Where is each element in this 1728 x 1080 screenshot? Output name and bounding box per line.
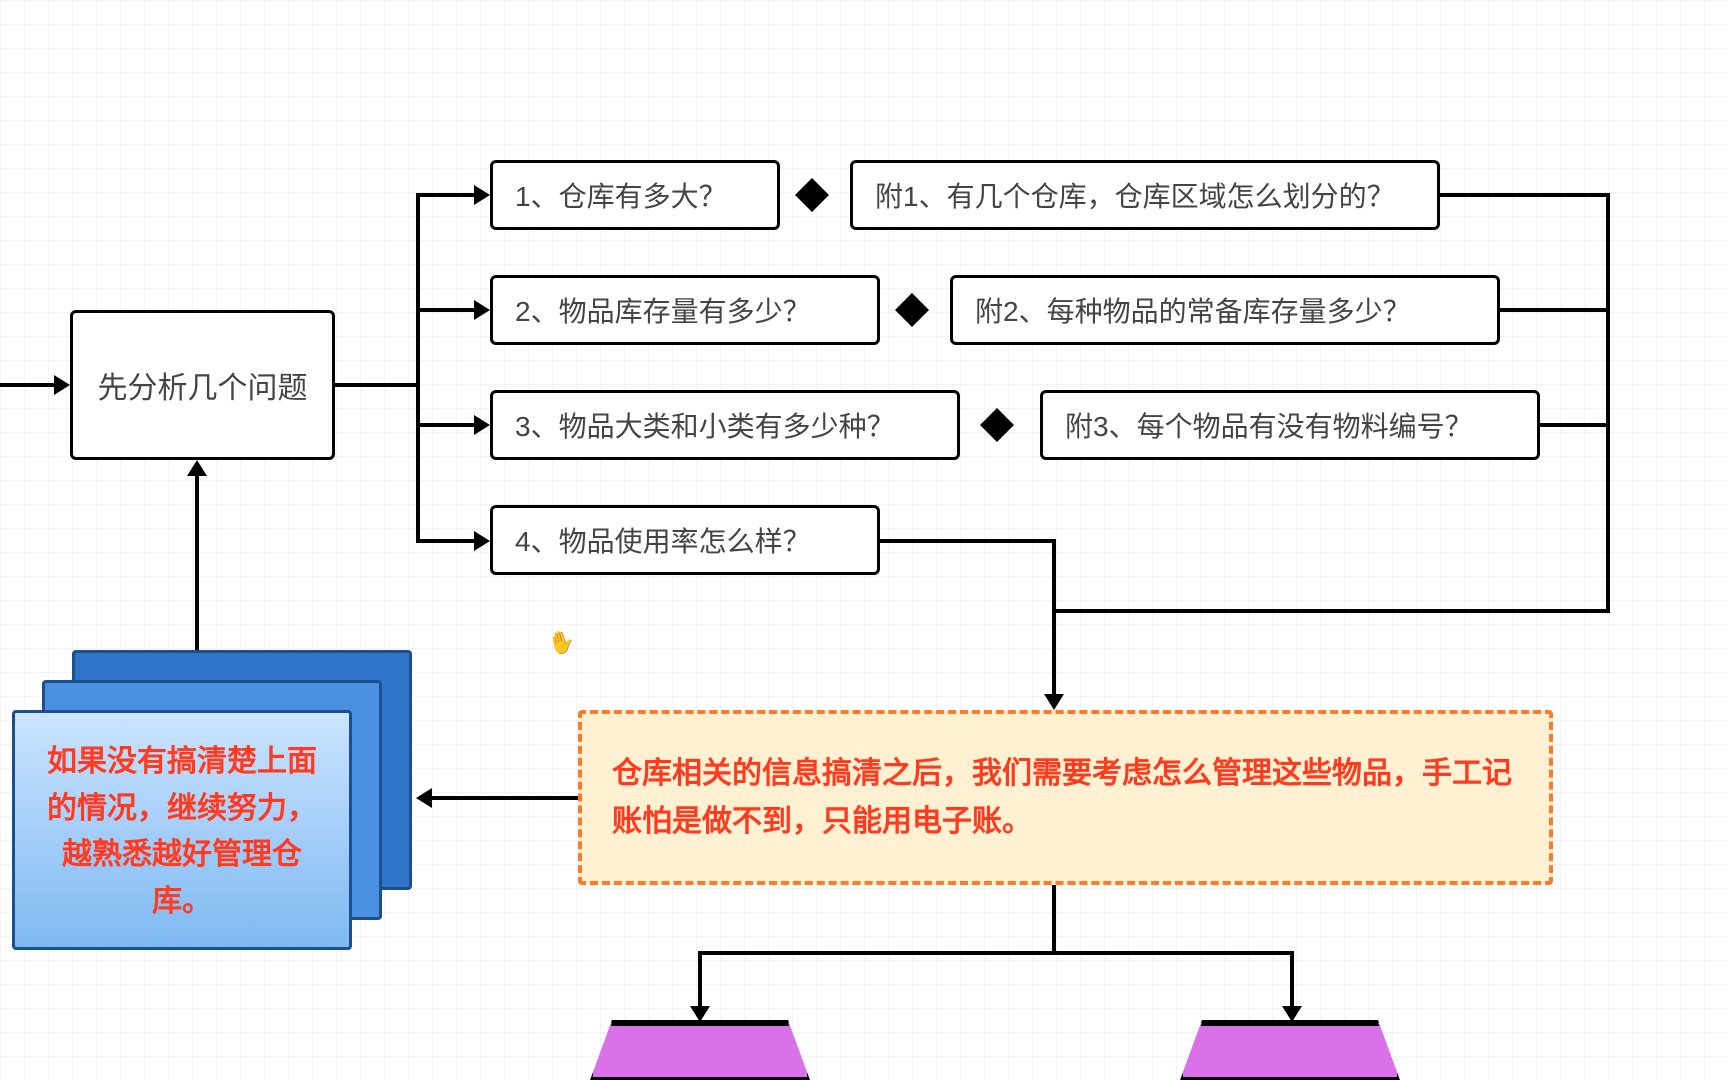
node-start-label: 先分析几个问题 [98, 363, 308, 407]
node-start: 先分析几个问题 [70, 310, 335, 460]
diamond-q2 [895, 293, 929, 327]
node-q1: 1、仓库有多大？ [490, 160, 780, 230]
arrow-stack-to-start [187, 460, 207, 476]
edge-dashed-down [1052, 885, 1056, 955]
edge-to-q2 [416, 308, 476, 312]
flowchart-canvas: 先分析几个问题 1、仓库有多大？ 附1、有几个仓库，仓库区域怎么划分的？ 2、物… [0, 0, 1728, 1080]
node-q4: 4、物品使用率怎么样？ [490, 505, 880, 575]
node-a3: 附3、每个物品有没有物料编号？ [1040, 390, 1540, 460]
node-a2-label: 附2、每种物品的常备库存量多少？ [975, 290, 1411, 330]
edge-dashed-to-stack [430, 796, 578, 800]
node-a3-label: 附3、每个物品有没有物料编号？ [1065, 405, 1473, 445]
node-a1: 附1、有几个仓库，仓库区域怎么划分的？ [850, 160, 1440, 230]
diamond-q1 [795, 178, 829, 212]
edge-spine [416, 193, 420, 543]
stack-note-text: 如果没有搞清楚上面的情况，继续努力，越熟悉越好管理仓库。 [33, 739, 331, 925]
dashed-note-text: 仓库相关的信息搞清之后，我们需要考虑怎么管理这些物品，手工记账怕是做不到，只能用… [612, 750, 1519, 846]
edge-to-trap-left [698, 951, 702, 1009]
arrow-q2 [474, 300, 490, 320]
arrow-trap-left [690, 1006, 710, 1022]
node-trapezoid-right [1180, 1020, 1400, 1080]
node-dashed-note: 仓库相关的信息搞清之后，我们需要考虑怎么管理这些物品，手工记账怕是做不到，只能用… [578, 710, 1553, 885]
edge-in-start [0, 383, 56, 387]
arrow-dashed-to-stack [416, 788, 432, 808]
edge-start-trunk [335, 383, 420, 387]
hand-cursor-icon: ✋ [545, 627, 578, 659]
edge-to-q1 [416, 193, 476, 197]
arrow-trap-right [1282, 1006, 1302, 1022]
edge-to-trap-right [1290, 951, 1294, 1009]
edge-split [698, 951, 1294, 955]
node-q4-label: 4、物品使用率怎么样？ [515, 520, 811, 560]
edge-a1-out [1440, 193, 1610, 197]
arrow-q1 [474, 185, 490, 205]
stack-card-front: 如果没有搞清楚上面的情况，继续努力，越熟悉越好管理仓库。 [12, 710, 352, 950]
node-q1-label: 1、仓库有多大？ [515, 175, 727, 215]
arrow-q3 [474, 415, 490, 435]
edge-bus-bottom [1052, 609, 1610, 613]
node-q2: 2、物品库存量有多少？ [490, 275, 880, 345]
edge-q4-join [1052, 539, 1056, 613]
arrow-q4 [474, 531, 490, 551]
node-a2: 附2、每种物品的常备库存量多少？ [950, 275, 1500, 345]
edge-bus-right [1606, 193, 1610, 613]
edge-to-dashed [1052, 609, 1056, 697]
node-q2-label: 2、物品库存量有多少？ [515, 290, 811, 330]
diamond-q3 [980, 408, 1014, 442]
edge-a2-out [1500, 308, 1610, 312]
arrow-in-start [54, 375, 70, 395]
node-q3-label: 3、物品大类和小类有多少种？ [515, 405, 895, 445]
edge-to-q4 [416, 539, 476, 543]
node-trapezoid-left [590, 1020, 810, 1080]
arrow-to-dashed [1044, 694, 1064, 710]
edge-a3-out [1540, 423, 1610, 427]
edge-stack-to-start [195, 474, 199, 650]
node-q3: 3、物品大类和小类有多少种？ [490, 390, 960, 460]
node-a1-label: 附1、有几个仓库，仓库区域怎么划分的？ [875, 175, 1395, 215]
edge-to-q3 [416, 423, 476, 427]
edge-q4-out [880, 539, 1056, 543]
